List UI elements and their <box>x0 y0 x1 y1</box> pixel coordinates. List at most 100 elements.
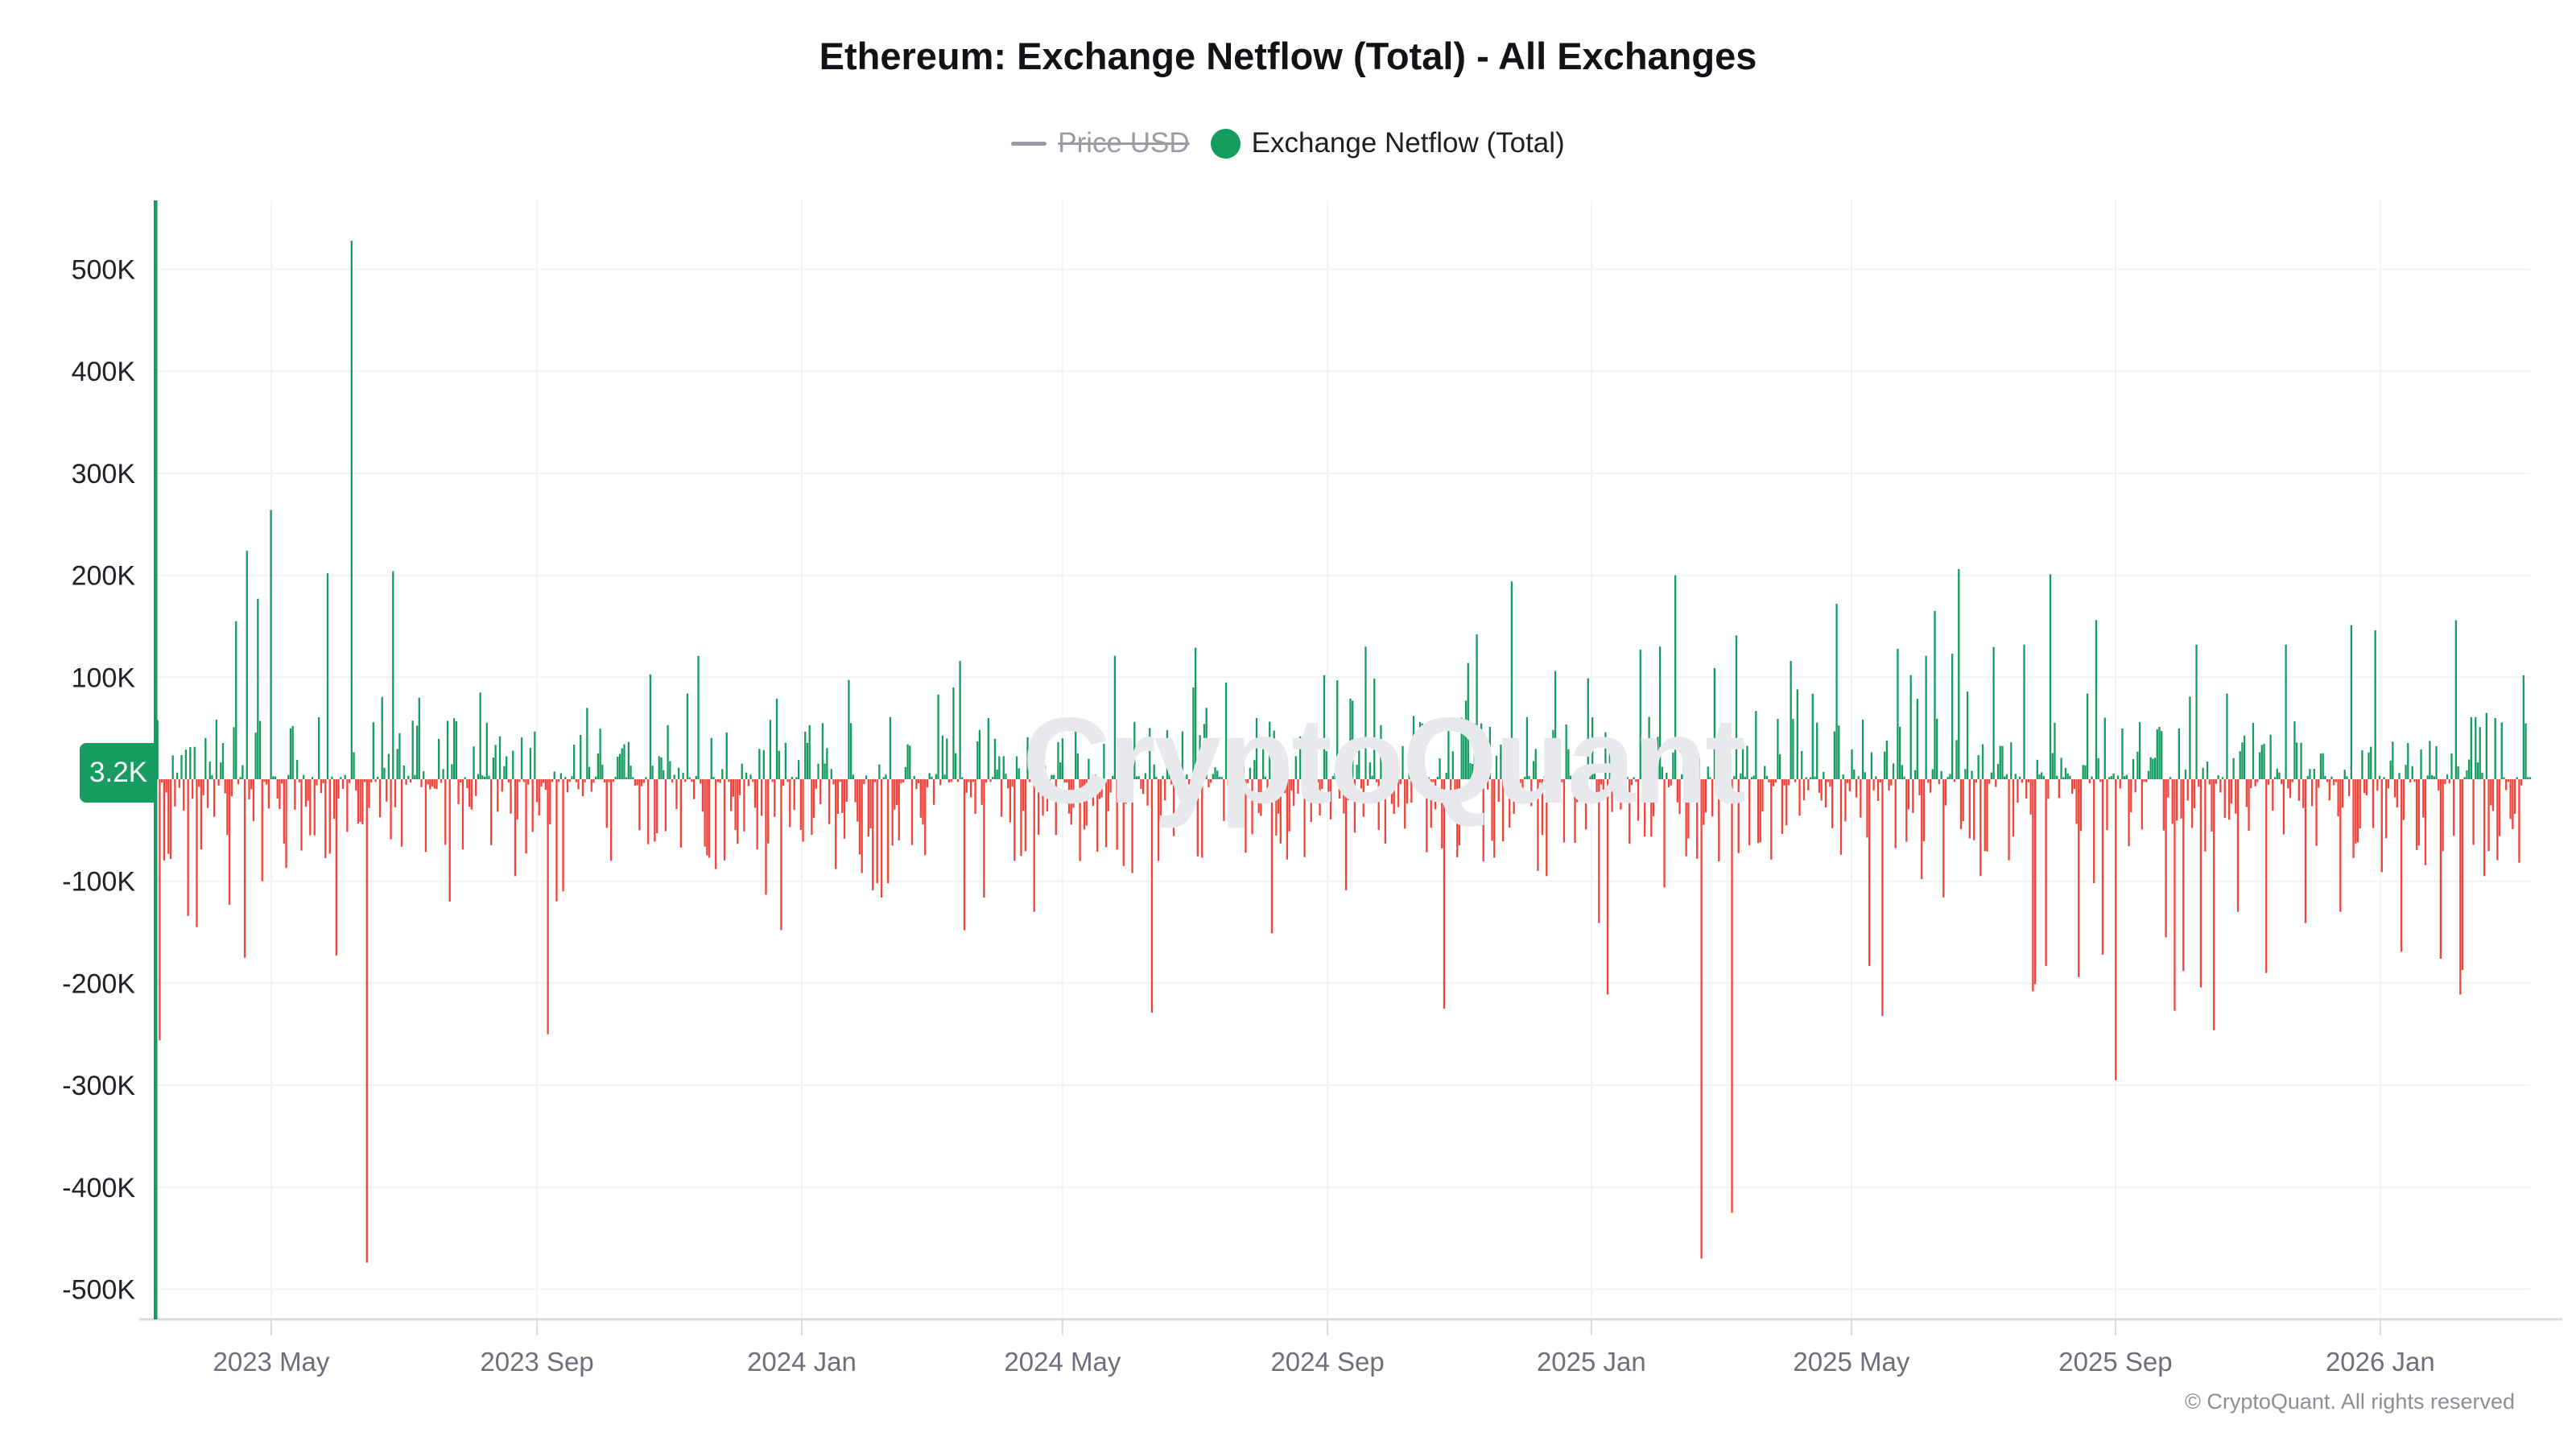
netflow-bar-positive[interactable] <box>1495 755 1498 779</box>
netflow-bar-negative[interactable] <box>1277 779 1280 814</box>
netflow-bar-positive[interactable] <box>749 774 752 779</box>
netflow-bar-negative[interactable] <box>1584 779 1587 830</box>
netflow-bar-negative[interactable] <box>1785 779 1788 826</box>
netflow-bar-positive[interactable] <box>498 736 502 779</box>
netflow-bar-negative[interactable] <box>346 779 349 832</box>
netflow-bar-negative[interactable] <box>1691 779 1694 803</box>
netflow-bar-positive[interactable] <box>1842 774 1844 779</box>
netflow-bar-positive[interactable] <box>804 731 807 779</box>
netflow-bar-negative[interactable] <box>1399 779 1402 785</box>
netflow-bar-positive[interactable] <box>1174 774 1177 779</box>
netflow-bar-positive[interactable] <box>1916 699 1918 779</box>
netflow-bar-positive[interactable] <box>2252 722 2255 779</box>
netflow-bar-negative[interactable] <box>2180 779 2182 819</box>
netflow-bar-negative[interactable] <box>1517 779 1520 791</box>
netflow-bar-negative[interactable] <box>1208 779 1210 787</box>
netflow-bar-positive[interactable] <box>2226 693 2228 779</box>
netflow-bar-negative[interactable] <box>1098 779 1101 799</box>
netflow-bar-positive[interactable] <box>1755 711 1757 779</box>
netflow-bar-positive[interactable] <box>1658 646 1662 779</box>
netflow-bar-positive[interactable] <box>407 775 410 779</box>
netflow-bar-negative[interactable] <box>316 779 318 786</box>
netflow-bar-negative[interactable] <box>217 779 220 786</box>
netflow-bar-positive[interactable] <box>2195 644 2198 779</box>
netflow-bar-positive[interactable] <box>2454 620 2458 779</box>
netflow-bar-positive[interactable] <box>865 775 868 779</box>
netflow-bar-negative[interactable] <box>738 779 741 795</box>
netflow-bar-negative[interactable] <box>2472 779 2475 845</box>
netflow-bar-positive[interactable] <box>2125 774 2128 779</box>
netflow-bar-positive[interactable] <box>623 744 625 779</box>
netflow-bar-negative[interactable] <box>675 779 678 809</box>
netflow-bar-positive[interactable] <box>817 763 819 779</box>
netflow-bar-negative[interactable] <box>2008 779 2010 861</box>
netflow-bar-negative[interactable] <box>1390 779 1393 804</box>
netflow-bar-negative[interactable] <box>304 779 308 807</box>
netflow-bar-negative[interactable] <box>1063 779 1066 783</box>
netflow-bar-negative[interactable] <box>1602 779 1604 790</box>
netflow-bar-negative[interactable] <box>202 779 204 795</box>
netflow-bar-negative[interactable] <box>1172 779 1175 836</box>
netflow-bar-negative[interactable] <box>2359 779 2361 829</box>
netflow-bar-positive[interactable] <box>1909 675 1912 779</box>
netflow-bar-negative[interactable] <box>2424 779 2427 865</box>
netflow-bar-positive[interactable] <box>1565 724 1567 779</box>
netflow-bar-negative[interactable] <box>1233 779 1236 807</box>
netflow-bar-negative[interactable] <box>723 779 726 861</box>
netflow-bar-positive[interactable] <box>311 777 314 779</box>
netflow-bar-negative[interactable] <box>280 779 283 784</box>
netflow-bar-positive[interactable] <box>1853 769 1856 779</box>
netflow-bar-negative[interactable] <box>1024 779 1027 852</box>
netflow-bar-positive[interactable] <box>1249 767 1252 779</box>
netflow-bar-positive[interactable] <box>477 774 480 779</box>
netflow-bar-positive[interactable] <box>1741 742 1744 779</box>
netflow-bar-negative[interactable] <box>1831 779 1834 828</box>
netflow-bar-negative[interactable] <box>1266 779 1269 791</box>
netflow-bar-positive[interactable] <box>2152 758 2154 779</box>
netflow-bar-negative[interactable] <box>457 779 460 804</box>
netflow-bar-positive[interactable] <box>2138 721 2141 779</box>
netflow-bar-positive[interactable] <box>1179 776 1182 779</box>
netflow-bar-negative[interactable] <box>691 779 693 782</box>
netflow-bar-negative[interactable] <box>444 779 447 845</box>
netflow-bar-negative[interactable] <box>1988 779 1991 784</box>
netflow-bar-positive[interactable] <box>721 769 724 779</box>
netflow-bar-negative[interactable] <box>475 779 477 796</box>
netflow-bar-positive[interactable] <box>595 776 597 779</box>
netflow-bar-positive[interactable] <box>808 724 811 779</box>
netflow-bar-positive[interactable] <box>1735 635 1738 779</box>
netflow-bar-negative[interactable] <box>1397 779 1400 807</box>
netflow-bar-negative[interactable] <box>1122 779 1125 866</box>
netflow-bar-positive[interactable] <box>2051 753 2054 779</box>
netflow-bar-negative[interactable] <box>1574 779 1576 843</box>
netflow-bar-negative[interactable] <box>704 779 706 847</box>
netflow-bar-positive[interactable] <box>1269 721 1271 779</box>
netflow-bar-negative[interactable] <box>679 779 682 848</box>
netflow-bar-negative[interactable] <box>1973 779 1975 840</box>
netflow-bar-negative[interactable] <box>243 779 246 958</box>
netflow-bar-negative[interactable] <box>355 779 357 791</box>
netflow-bar-negative[interactable] <box>2520 779 2523 786</box>
netflow-bar-positive[interactable] <box>1709 777 1711 779</box>
netflow-bar-negative[interactable] <box>2134 779 2136 793</box>
netflow-bar-negative[interactable] <box>2250 779 2252 789</box>
netflow-bar-positive[interactable] <box>270 510 272 779</box>
netflow-bar-negative[interactable] <box>237 779 240 785</box>
netflow-bar-positive[interactable] <box>1059 762 1062 779</box>
netflow-bar-positive[interactable] <box>156 720 159 779</box>
netflow-bar-negative[interactable] <box>252 779 255 822</box>
netflow-bar-negative[interactable] <box>169 779 172 859</box>
netflow-bar-positive[interactable] <box>2206 761 2209 779</box>
netflow-bar-positive[interactable] <box>1898 726 1901 779</box>
netflow-bar-positive[interactable] <box>1884 751 1886 779</box>
netflow-bar-positive[interactable] <box>2005 774 2008 779</box>
netflow-bar-positive[interactable] <box>505 756 508 779</box>
netflow-bar-positive[interactable] <box>1694 752 1696 779</box>
netflow-bar-positive[interactable] <box>1534 749 1537 779</box>
netflow-bar-positive[interactable] <box>1838 725 1840 779</box>
netflow-bar-negative[interactable] <box>328 779 331 854</box>
netflow-bar-negative[interactable] <box>1541 779 1544 836</box>
netflow-bar-negative[interactable] <box>1083 779 1086 830</box>
netflow-bar-negative[interactable] <box>575 779 577 782</box>
netflow-bar-negative[interactable] <box>782 779 785 786</box>
